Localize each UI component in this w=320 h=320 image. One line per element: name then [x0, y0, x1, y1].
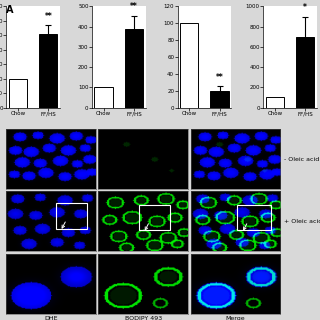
- Bar: [9, 79, 27, 108]
- Text: **: **: [44, 12, 52, 21]
- Bar: [296, 37, 314, 108]
- Bar: [139, 205, 170, 230]
- Bar: [266, 98, 284, 108]
- X-axis label: DHE: DHE: [44, 316, 58, 320]
- X-axis label: Merge: Merge: [226, 316, 245, 320]
- X-axis label: BODIPY 493: BODIPY 493: [125, 316, 162, 320]
- Bar: [237, 205, 271, 230]
- Text: + Oleic acid: + Oleic acid: [284, 219, 320, 224]
- Text: **: **: [130, 3, 138, 12]
- Text: A: A: [6, 5, 14, 15]
- Text: **: **: [216, 73, 223, 82]
- Bar: [180, 23, 198, 108]
- Text: B: B: [6, 139, 14, 149]
- Bar: [94, 87, 113, 108]
- Text: - Oleic acid: - Oleic acid: [284, 156, 320, 162]
- Bar: [56, 203, 87, 228]
- Bar: [125, 29, 143, 108]
- Bar: [211, 91, 229, 108]
- Text: *: *: [303, 4, 307, 12]
- Bar: [39, 34, 58, 108]
